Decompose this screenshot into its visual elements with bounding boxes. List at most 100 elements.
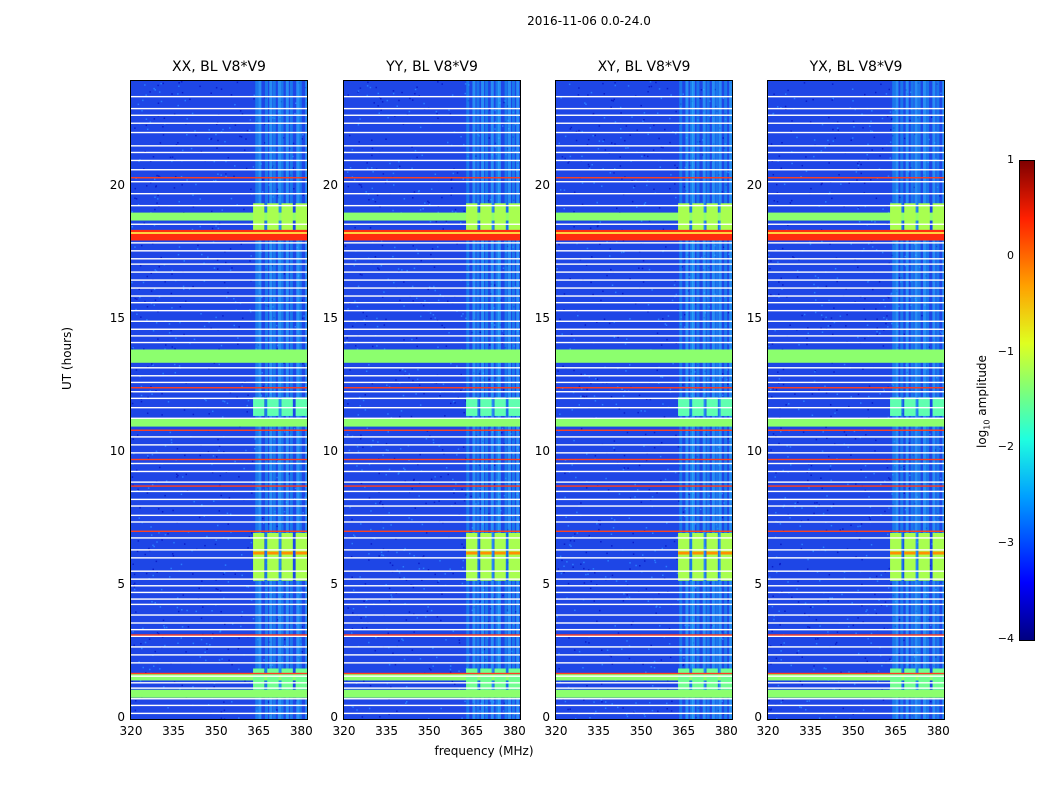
noise-pixel: [714, 244, 716, 247]
noise-pixel: [168, 323, 171, 325]
flagged-row: [768, 585, 944, 587]
noise-pixel: [441, 196, 443, 199]
noise-pixel: [871, 149, 873, 151]
flagged-row-red: [344, 634, 520, 636]
noise-pixel: [573, 649, 576, 651]
noise-pixel: [634, 496, 636, 498]
flagged-row: [556, 258, 732, 260]
noise-pixel: [218, 222, 221, 225]
noise-pixel: [157, 194, 159, 197]
noise-pixel: [610, 99, 613, 102]
noise-pixel: [405, 685, 408, 688]
noise-pixel: [596, 321, 598, 324]
noise-pixel: [171, 307, 173, 309]
noise-pixel: [351, 325, 354, 328]
noise-pixel: [883, 316, 885, 319]
y-tick-label: 20: [109, 178, 125, 193]
flagged-row: [131, 452, 307, 454]
flagged-row: [556, 557, 732, 559]
noise-pixel: [411, 146, 413, 148]
noise-pixel: [371, 187, 374, 190]
noise-pixel: [436, 319, 439, 322]
noise-pixel: [417, 463, 419, 466]
noise-pixel: [399, 415, 401, 418]
noise-pixel: [432, 647, 434, 650]
y-tick-label: 10: [109, 444, 125, 459]
noise-pixel: [578, 404, 581, 406]
noise-pixel: [132, 484, 134, 486]
noise-pixel: [217, 139, 219, 142]
noise-pixel: [212, 241, 215, 243]
noise-pixel: [858, 538, 861, 541]
noise-pixel: [205, 659, 207, 662]
panel-title: YX, BL V8*V9: [809, 59, 903, 75]
noise-pixel: [770, 663, 772, 665]
noise-pixel: [909, 474, 911, 477]
noise-pixel: [580, 502, 582, 504]
noise-pixel: [395, 538, 397, 540]
noise-pixel: [858, 220, 861, 223]
noise-pixel: [390, 524, 392, 526]
noise-pixel: [506, 148, 509, 150]
noise-pixel: [856, 179, 858, 181]
noise-pixel: [245, 167, 248, 170]
noise-pixel: [585, 487, 588, 489]
noise-pixel: [666, 708, 668, 710]
bright-band: [768, 418, 944, 427]
noise-pixel: [433, 266, 436, 268]
noise-pixel: [659, 166, 661, 168]
noise-pixel: [806, 568, 809, 570]
noise-pixel: [857, 393, 860, 396]
noise-pixel: [185, 651, 187, 653]
noise-pixel: [891, 117, 893, 120]
noise-pixel: [294, 487, 297, 490]
flagged-row: [556, 514, 732, 517]
noise-pixel: [407, 445, 410, 447]
flagged-row: [131, 598, 307, 600]
noise-pixel: [622, 707, 624, 709]
noise-pixel: [192, 413, 195, 416]
noise-pixel: [650, 644, 652, 647]
noise-pixel: [778, 610, 780, 613]
noise-pixel: [346, 398, 348, 400]
flagged-row-red: [131, 458, 307, 461]
noise-pixel: [380, 240, 383, 242]
flagged-row: [344, 462, 520, 465]
noise-pixel: [155, 560, 158, 563]
noise-pixel: [191, 549, 193, 552]
noise-pixel: [346, 171, 349, 173]
noise-pixel: [558, 243, 560, 246]
noise-pixel: [658, 207, 661, 209]
noise-pixel: [787, 513, 789, 516]
noise-pixel: [840, 183, 842, 185]
noise-pixel: [661, 547, 664, 550]
noise-pixel: [292, 142, 295, 145]
noise-pixel: [662, 318, 664, 320]
noise-pixel: [669, 388, 672, 391]
flagged-row: [556, 635, 732, 637]
noise-pixel: [653, 431, 656, 434]
noise-pixel: [386, 682, 389, 685]
noise-pixel: [683, 326, 686, 328]
noise-pixel: [873, 136, 876, 139]
noise-pixel: [721, 492, 724, 495]
noise-pixel: [215, 86, 218, 89]
y-tick-label: 10: [746, 444, 762, 459]
noise-pixel: [160, 100, 163, 103]
noise-pixel: [609, 248, 612, 250]
noise-pixel: [876, 580, 879, 582]
rfi-block: [678, 532, 690, 581]
noise-pixel: [432, 314, 435, 316]
noise-pixel: [380, 500, 382, 503]
flagged-row: [344, 635, 520, 637]
flagged-row: [131, 481, 307, 483]
heatmap-panel: [767, 80, 945, 720]
noise-pixel: [806, 337, 808, 340]
noise-pixel: [412, 300, 414, 302]
noise-pixel: [465, 494, 467, 496]
noise-pixel: [454, 402, 456, 404]
noise-pixel: [394, 115, 396, 117]
noise-pixel: [494, 109, 496, 112]
flagged-row: [344, 662, 520, 664]
flagged-row: [556, 704, 732, 707]
